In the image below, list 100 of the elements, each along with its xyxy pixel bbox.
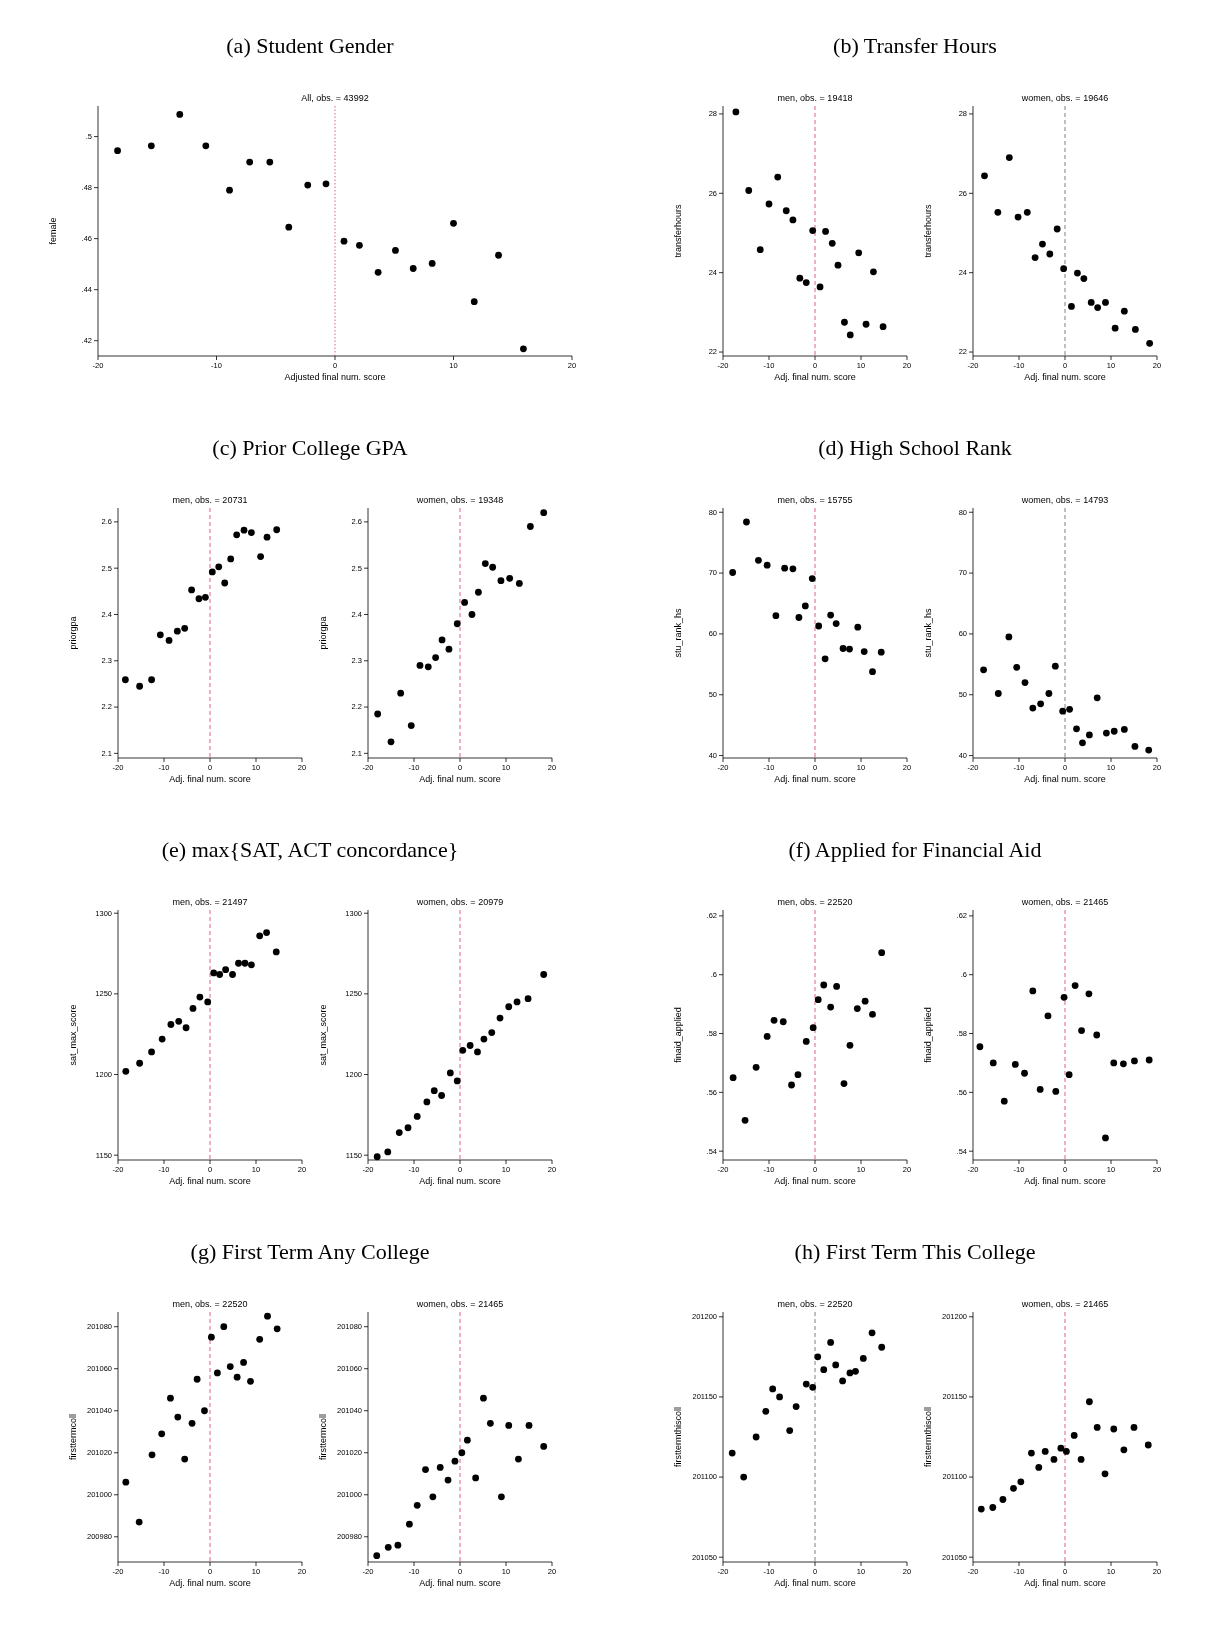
point	[1071, 982, 1079, 989]
y-axis-title: firsttermthiscoll	[672, 1406, 683, 1468]
chart-subtitle: All, obs. = 43992	[301, 93, 369, 103]
point	[838, 1377, 846, 1385]
point	[1065, 705, 1073, 713]
chart-subtitle: men, obs. = 15755	[777, 495, 853, 505]
point	[994, 690, 1002, 697]
chart-subtitle: men, obs. = 21497	[172, 897, 248, 907]
point	[256, 1335, 264, 1343]
point	[774, 173, 781, 181]
point	[754, 556, 762, 564]
chart-subtitle: women, obs. = 21465	[416, 1299, 504, 1309]
point	[505, 1003, 513, 1011]
point	[221, 579, 229, 587]
point	[498, 1493, 506, 1501]
point	[264, 1312, 272, 1320]
point	[404, 1124, 412, 1132]
point	[769, 1385, 776, 1393]
chart-title: (f) Applied for Financial Aid	[788, 837, 1042, 862]
point	[227, 555, 235, 563]
point	[752, 1433, 760, 1441]
point	[877, 648, 885, 656]
point	[820, 1366, 827, 1374]
point	[176, 111, 184, 118]
point	[1085, 731, 1093, 739]
point	[802, 1038, 810, 1045]
point	[165, 637, 173, 644]
point	[815, 622, 822, 630]
point	[273, 948, 280, 956]
point	[1073, 269, 1081, 277]
point	[505, 1422, 513, 1429]
point	[976, 1043, 984, 1051]
point	[752, 1063, 760, 1071]
y-axis-title: firsttermcoll	[318, 1413, 329, 1461]
point	[148, 142, 155, 150]
chart-subtitle: men, obs. = 20731	[172, 495, 248, 505]
point	[851, 1367, 859, 1375]
point	[1011, 1061, 1019, 1068]
point	[397, 689, 405, 697]
chart-subtitle: men, obs. = 19418	[777, 93, 853, 103]
point	[861, 997, 869, 1005]
point	[414, 1113, 421, 1120]
point	[459, 1046, 467, 1054]
point	[1052, 1088, 1059, 1095]
point	[136, 1059, 144, 1067]
point	[999, 1496, 1007, 1503]
point	[114, 147, 122, 155]
point	[233, 1373, 241, 1381]
chart-title: (d) High School Rank	[817, 435, 1012, 460]
point	[257, 553, 265, 561]
point	[792, 1403, 800, 1410]
point	[182, 1024, 190, 1032]
point	[540, 1443, 548, 1450]
point	[1145, 1056, 1153, 1064]
point	[208, 1333, 216, 1341]
x-axis-title: Adjusted final num. score	[284, 372, 386, 382]
point	[374, 268, 382, 276]
point	[266, 158, 274, 166]
point	[832, 1361, 839, 1369]
point	[515, 1455, 523, 1463]
x-axis-title: Adj. final num. score	[1023, 1176, 1106, 1186]
point	[1131, 326, 1139, 333]
point	[846, 1041, 854, 1049]
point	[772, 612, 780, 620]
point	[215, 563, 223, 571]
x-axis-title: Adj. final num. score	[419, 1578, 502, 1588]
point	[374, 710, 382, 718]
point	[461, 599, 469, 606]
point	[520, 345, 528, 353]
point	[821, 655, 829, 663]
point	[1023, 208, 1031, 216]
x-axis-title: Adj. final num. score	[169, 1176, 252, 1186]
point	[868, 668, 876, 676]
point	[846, 331, 854, 339]
point	[742, 518, 750, 526]
point	[304, 181, 312, 189]
point	[414, 1501, 421, 1509]
chart-title: (e) max{SAT, ACT concordance}	[162, 837, 459, 862]
point	[1046, 250, 1053, 258]
point	[431, 1087, 438, 1095]
point	[285, 223, 293, 231]
point	[540, 509, 548, 517]
x-axis-title: Adj. final num. score	[773, 372, 856, 382]
point	[466, 1042, 474, 1049]
x-axis-title: Adj. final num. score	[1023, 774, 1106, 784]
point	[468, 611, 476, 618]
point	[868, 1011, 876, 1018]
point	[480, 1394, 488, 1402]
point	[408, 722, 415, 729]
point	[240, 526, 248, 534]
point	[540, 971, 548, 978]
chart-subtitle: women, obs. = 20979	[416, 897, 504, 907]
point	[167, 1021, 175, 1028]
point	[423, 1098, 431, 1106]
point	[729, 569, 736, 576]
point	[1053, 225, 1061, 233]
point	[148, 1048, 156, 1056]
point	[878, 1343, 885, 1351]
point	[188, 586, 196, 594]
point	[794, 1071, 802, 1079]
